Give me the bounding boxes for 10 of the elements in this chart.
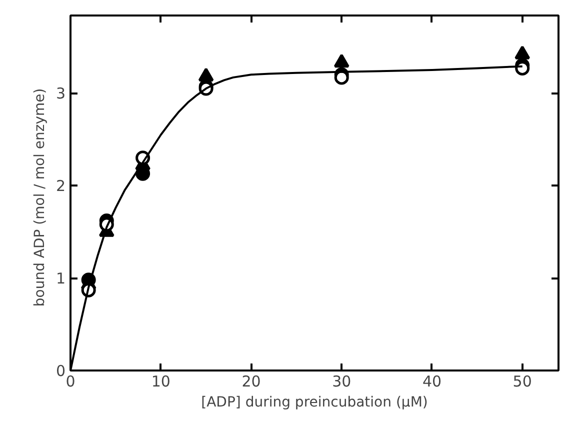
x-tick-label: 50 xyxy=(512,372,532,390)
y-tick-label: 3 xyxy=(56,84,66,103)
x-tick-label: 40 xyxy=(422,372,442,390)
y-tick-label: 1 xyxy=(56,270,66,288)
y-tick-label: 2 xyxy=(56,177,66,196)
y-axis-title: bound ADP (mol / mol enzyme) xyxy=(32,88,48,307)
x-tick-label: 20 xyxy=(242,372,261,390)
x-tick-label: 10 xyxy=(151,372,170,390)
x-tick-label: 30 xyxy=(332,372,352,390)
x-axis-title: [ADP] during preincubation (μM) xyxy=(201,394,428,410)
